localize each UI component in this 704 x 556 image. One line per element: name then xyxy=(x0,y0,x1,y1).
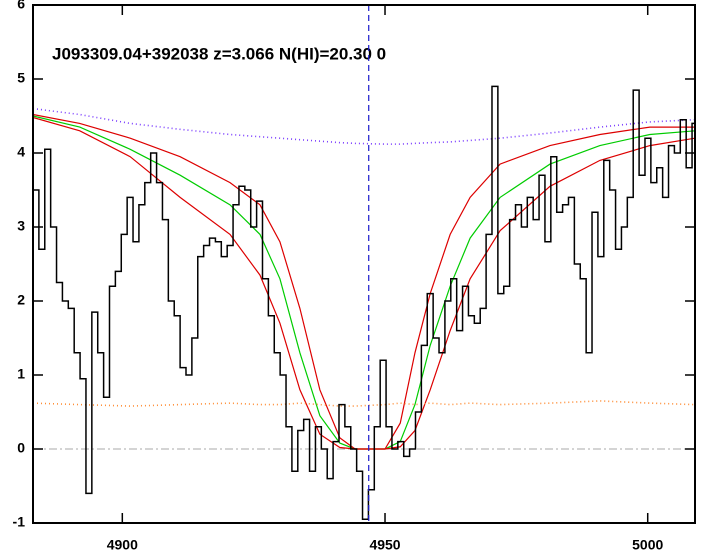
y-tick-label: 4 xyxy=(17,144,25,160)
x-tick-label: 4900 xyxy=(107,537,138,553)
model-line xyxy=(33,116,695,450)
chart-title: J093309.04+392038 z=3.066 N(HI)=20.30 0 xyxy=(52,44,386,63)
y-tick-label: 0 xyxy=(17,440,25,456)
y-tick-label: -1 xyxy=(13,514,26,530)
y-tick-label: 1 xyxy=(17,366,25,382)
y-tick-label: 3 xyxy=(17,218,25,234)
model-line xyxy=(33,400,695,407)
model-line xyxy=(33,113,695,450)
plot xyxy=(33,5,695,523)
y-tick-label: 6 xyxy=(17,0,25,12)
x-tick-label: 4950 xyxy=(369,537,400,553)
model-line xyxy=(33,115,695,450)
y-tick-label: 2 xyxy=(17,292,25,308)
x-tick-label: 5000 xyxy=(632,537,663,553)
frame xyxy=(32,4,696,524)
flux-histogram xyxy=(33,85,695,521)
y-tick-label: 5 xyxy=(17,70,25,86)
